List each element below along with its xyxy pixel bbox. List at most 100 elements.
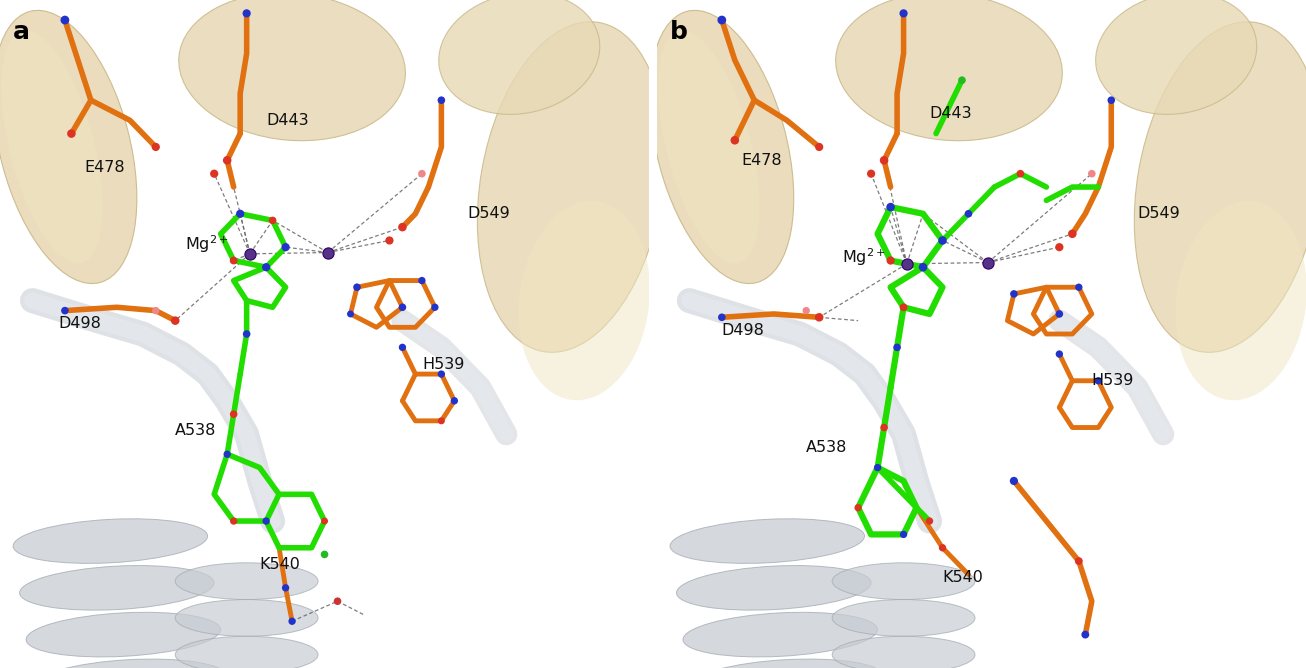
Point [725,135,746,146]
Ellipse shape [658,30,760,264]
Ellipse shape [832,636,976,668]
Point [204,168,225,179]
Point [236,8,257,19]
Ellipse shape [1096,0,1256,114]
Point [1068,282,1089,293]
Point [848,502,868,513]
Point [411,168,432,179]
Text: D498: D498 [59,317,102,331]
Point [145,142,166,152]
Point [392,342,413,353]
Point [313,516,334,526]
Point [379,235,400,246]
Point [896,259,917,269]
Ellipse shape [650,11,794,283]
Text: K540: K540 [260,557,300,572]
Point [276,242,296,253]
Point [808,312,829,323]
Point [919,516,940,526]
Ellipse shape [175,636,319,668]
Text: H539: H539 [422,357,464,371]
Point [444,395,465,406]
Point [880,202,901,212]
Point [223,409,244,420]
Point [217,155,238,166]
Text: E478: E478 [85,160,125,174]
Point [55,15,76,25]
Point [712,15,733,25]
Point [340,309,360,319]
Point [239,248,260,259]
Point [392,222,413,232]
Point [1003,289,1024,299]
Text: D443: D443 [266,113,308,128]
Point [61,128,82,139]
Point [913,262,934,273]
Ellipse shape [832,562,976,600]
Point [165,315,185,326]
Text: D498: D498 [722,323,765,338]
Text: A538: A538 [175,424,217,438]
Point [256,516,277,526]
Text: E478: E478 [742,153,782,168]
Point [887,342,908,353]
Text: b: b [670,20,688,44]
Point [952,75,973,86]
Text: D549: D549 [468,206,511,221]
Point [1068,556,1089,566]
Point [959,208,980,219]
Point [712,312,733,323]
Ellipse shape [832,600,976,636]
Point [893,8,914,19]
Point [874,422,895,433]
Point [145,305,166,316]
Point [1075,629,1096,640]
Ellipse shape [20,566,214,610]
Point [874,155,895,166]
Point [282,616,303,627]
Text: Mg$^{2+}$: Mg$^{2+}$ [842,246,885,268]
Text: A538: A538 [806,440,848,455]
Ellipse shape [690,659,884,668]
Point [1049,242,1070,253]
Point [217,449,238,460]
Point [223,255,244,266]
Ellipse shape [670,519,865,563]
Point [1049,309,1070,319]
Point [313,549,334,560]
Point [392,302,413,313]
Point [431,415,452,426]
Ellipse shape [677,566,871,610]
Point [326,596,347,607]
Point [795,305,816,316]
Text: H539: H539 [1092,373,1134,388]
Point [893,302,914,313]
Ellipse shape [683,613,878,657]
Ellipse shape [0,11,137,283]
Point [431,95,452,106]
Point [431,369,452,379]
Ellipse shape [26,613,221,657]
Point [411,275,432,286]
Ellipse shape [1135,22,1306,352]
Point [236,329,257,339]
Point [256,262,277,273]
Point [867,462,888,473]
Text: D549: D549 [1138,206,1181,221]
Point [893,529,914,540]
Ellipse shape [836,0,1062,141]
Point [346,282,367,293]
Ellipse shape [478,22,665,352]
Point [276,582,296,593]
Point [317,247,338,258]
Ellipse shape [175,600,319,636]
Ellipse shape [175,562,319,600]
Point [1049,349,1070,359]
Ellipse shape [1175,201,1306,400]
Point [808,142,829,152]
Text: a: a [13,20,30,44]
Ellipse shape [33,659,227,668]
Ellipse shape [1,30,103,264]
Point [55,305,76,316]
Point [1081,168,1102,179]
